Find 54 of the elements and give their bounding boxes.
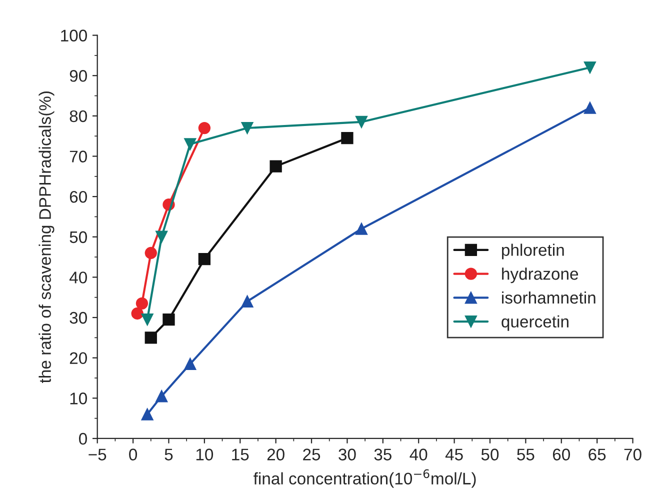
point [198, 122, 211, 134]
point [136, 297, 148, 310]
point [141, 408, 154, 420]
point [156, 230, 168, 243]
point [341, 132, 354, 144]
point [198, 252, 211, 266]
legend-label: phloretin [502, 244, 564, 260]
point [131, 307, 144, 320]
point [355, 222, 368, 235]
x-tick-label: 25 [303, 448, 320, 460]
point [241, 295, 254, 308]
y-tick-label: 0 [79, 432, 87, 445]
x-tick-label: 5 [164, 448, 173, 460]
y-tick-label: 90 [70, 70, 87, 82]
point [162, 313, 175, 326]
y-tick-label: 70 [70, 150, 87, 162]
y-axis-title: the ratio of scavening DPPHradicals(%) [38, 92, 54, 383]
x-tick-label: 15 [232, 448, 249, 460]
y-tick-label: 50 [70, 231, 87, 244]
x-tick-label: 0 [129, 448, 138, 460]
x-tick-label: 20 [267, 448, 284, 460]
y-tick-label: 80 [70, 110, 87, 122]
x-tick-label: −5 [88, 448, 106, 460]
point [184, 138, 196, 150]
point [241, 122, 254, 134]
x-tick-label: 30 [338, 448, 356, 460]
x-tick-label: 70 [624, 448, 642, 460]
y-tick-label: 40 [69, 272, 87, 284]
x-tick-label: 35 [374, 448, 392, 460]
x-tick-label: 55 [517, 448, 534, 460]
y-tick-label: 10 [70, 392, 87, 404]
point [584, 102, 596, 114]
x-tick-label: 10 [196, 448, 214, 460]
x-tick-label: 50 [481, 448, 499, 460]
point [141, 313, 154, 326]
point [144, 332, 157, 344]
point [184, 358, 196, 370]
y-tick-label: 20 [70, 352, 87, 364]
legend-label: isorhamnetin [502, 291, 596, 304]
point [270, 160, 282, 172]
point [584, 61, 596, 74]
x-tick-label: 60 [552, 448, 570, 460]
x-tick-label: 65 [588, 448, 606, 460]
y-tick-label: 100 [61, 30, 87, 42]
point [156, 390, 168, 402]
x-axis-title: final concentration(10$^{−6}$mol/L) [254, 469, 476, 488]
legend-label: quercetin [502, 315, 568, 331]
legend-label: hydrazone [502, 268, 578, 284]
x-tick-label: 45 [445, 448, 463, 460]
point [355, 116, 368, 128]
y-tick-label: 30 [70, 312, 87, 324]
x-tick-label: 40 [410, 448, 428, 460]
y-tick-label: 60 [70, 190, 87, 203]
point [144, 246, 157, 260]
